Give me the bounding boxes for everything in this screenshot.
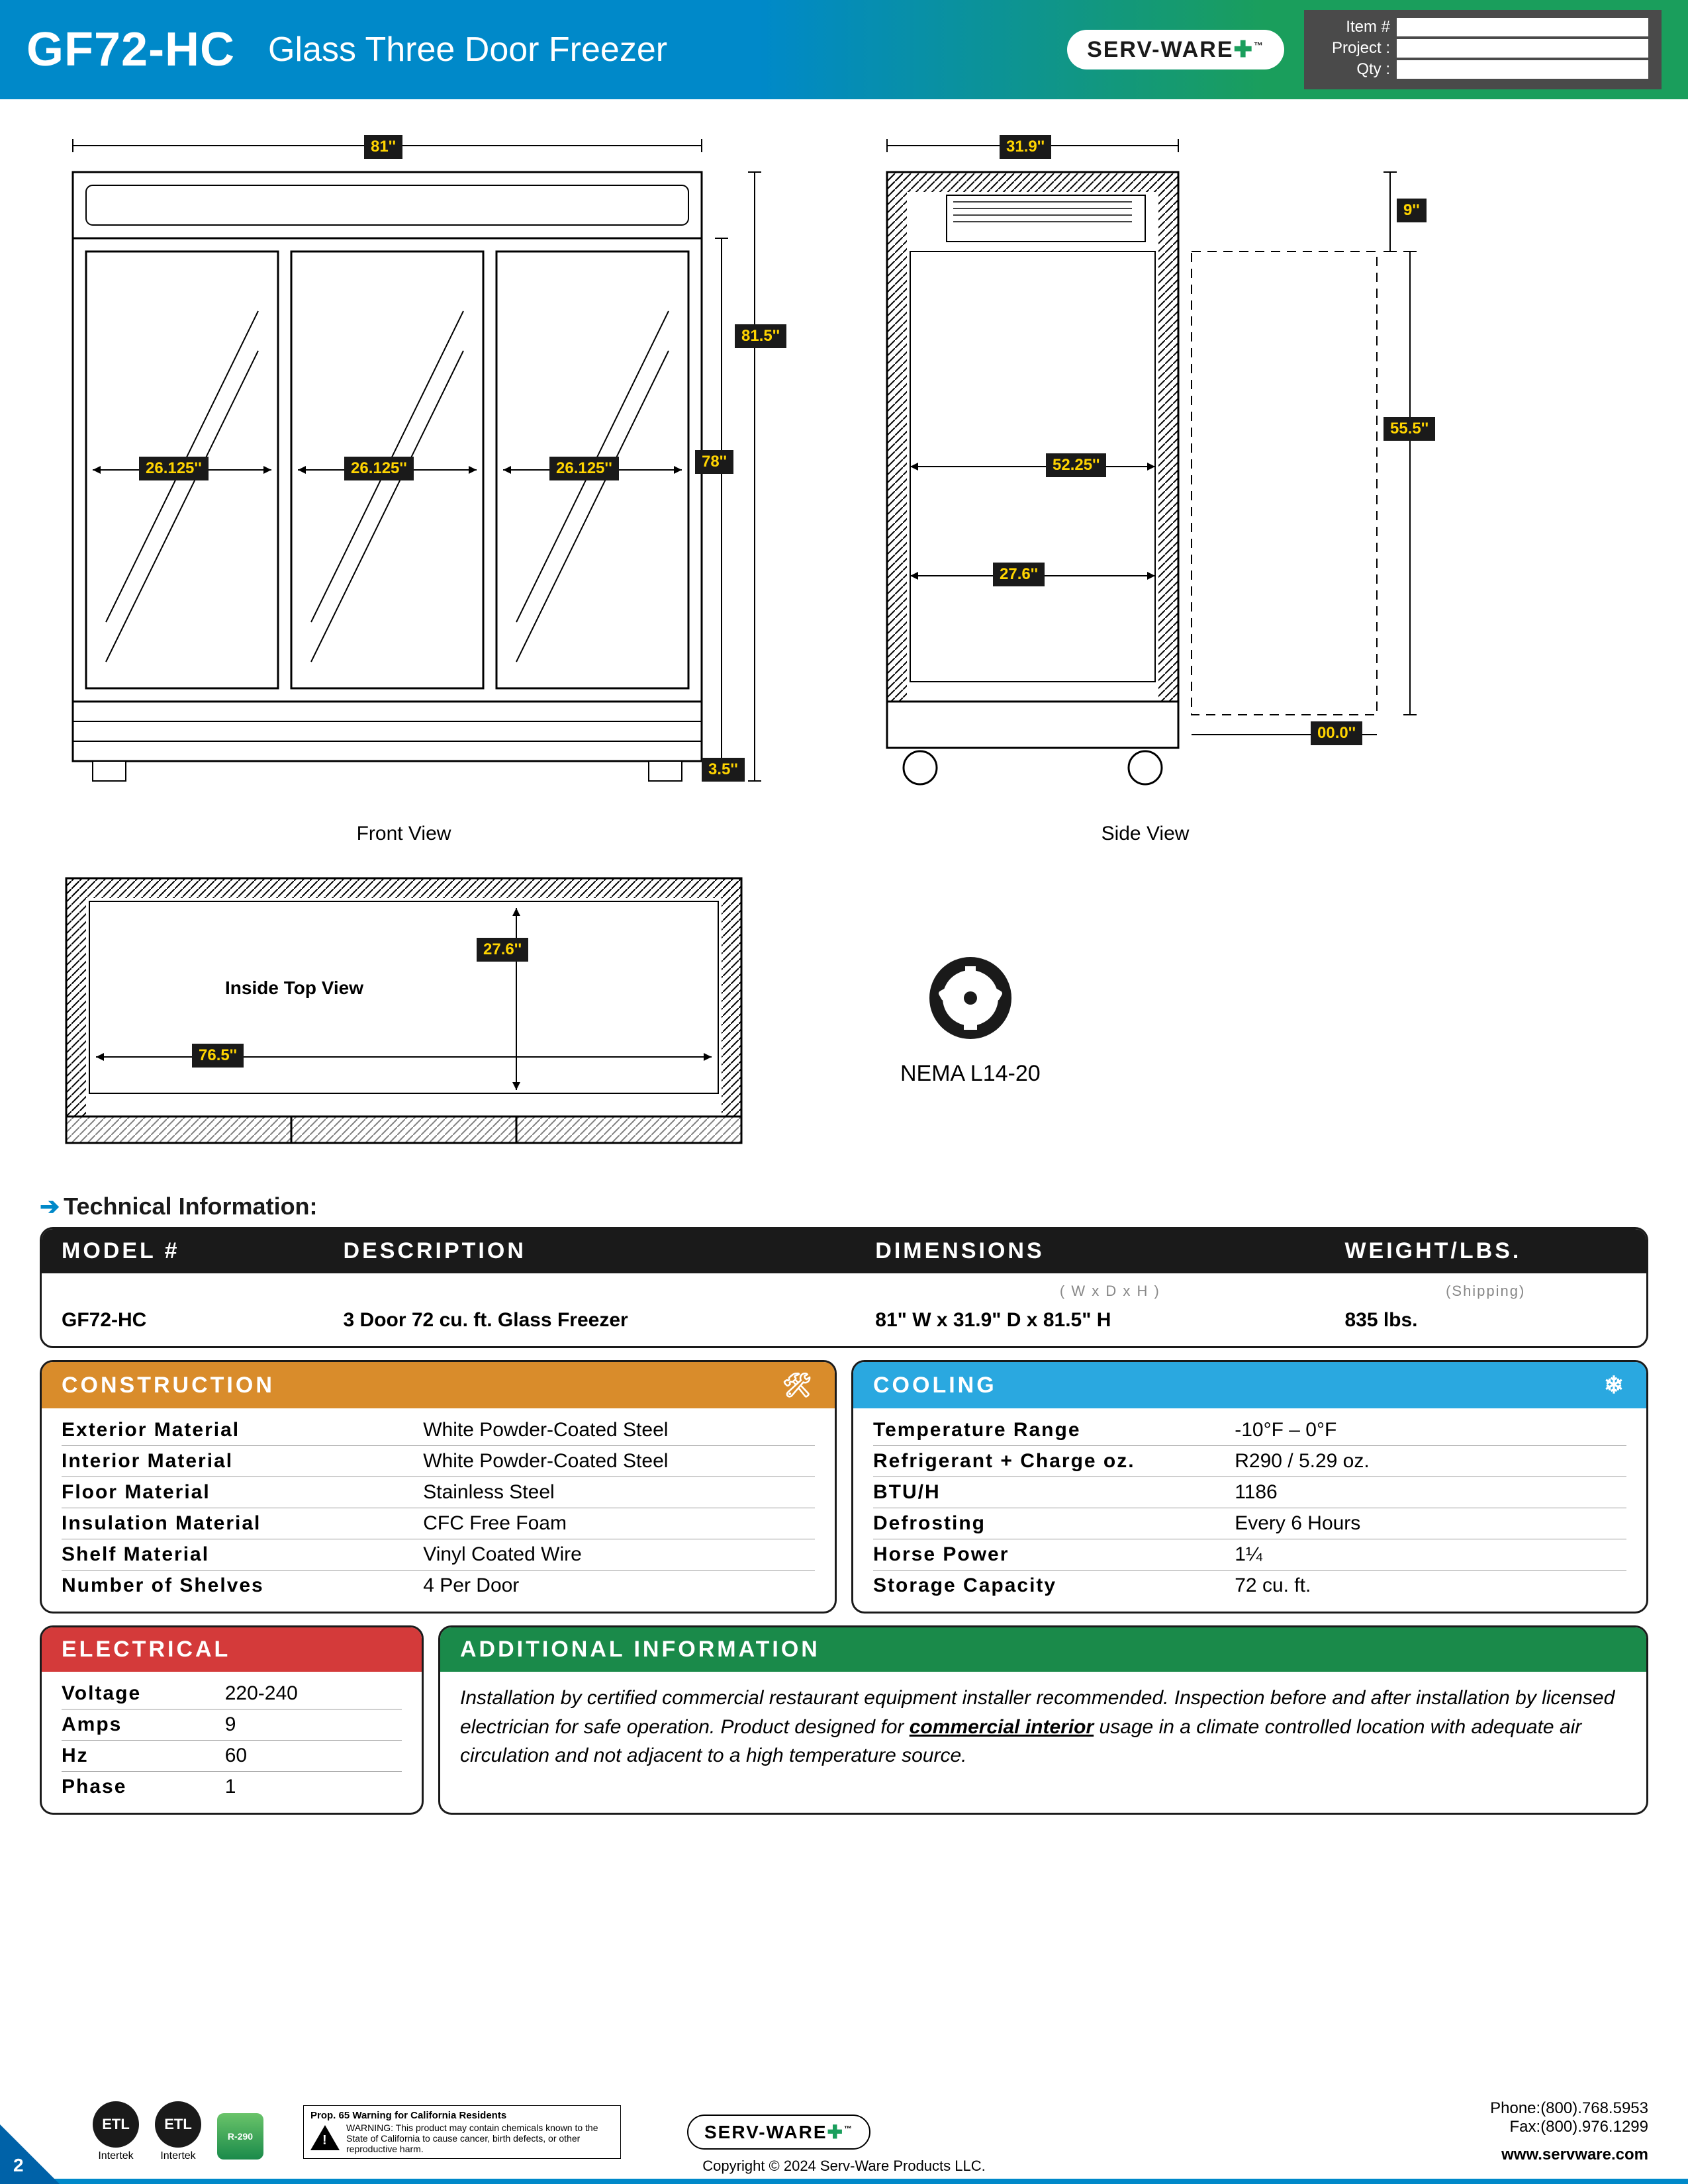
snowflake-icon: ❄ [1604,1371,1626,1399]
dim-front-width: 81'' [364,135,402,159]
dim-top-width: 76.5'' [192,1044,244,1068]
dim-side-topgap: 9'' [1397,199,1427,222]
cooling-body: Temperature Range-10°F – 0°FRefrigerant … [853,1408,1646,1612]
dim-side-innerd: 27.6'' [993,563,1045,586]
cert-etl-1: ETLIntertek [93,2101,139,2162]
header-bar: GF72-HC Glass Three Door Freezer SERV-WA… [0,0,1688,99]
dim-front-height-outer: 81.5'' [735,324,786,348]
dim-side-innerh: 52.25'' [1046,453,1106,477]
model-row: GF72-HC 3 Door 72 cu. ft. Glass Freezer … [62,1305,1626,1336]
model-subheader: ( W x D x H ) (Shipping) [62,1280,1626,1305]
footer-contact: Phone:(800).768.5953 Fax:(800).976.1299 … [1490,2099,1648,2164]
item-number-field[interactable] [1397,18,1648,36]
brand-text: SERV-WARE [1087,37,1233,62]
project-label: Project : [1317,39,1390,58]
electrical-header: ELECTRICAL [42,1627,422,1672]
project-field[interactable] [1397,39,1648,58]
electrical-panel: ELECTRICAL Voltage220-240Amps9Hz60Phase1 [40,1625,424,1815]
spec-row: Refrigerant + Charge oz.R290 / 5.29 oz. [873,1446,1626,1477]
dim-side-depth: 31.9'' [1000,135,1051,159]
drill-icon: 🛠 [782,1371,815,1399]
warning-icon [310,2125,340,2150]
col-weight: WEIGHT/LBS. [1344,1238,1626,1264]
dim-front-foot: 3.5'' [702,758,745,782]
spec-row: Shelf MaterialVinyl Coated Wire [62,1539,815,1570]
tech-section: ➔Technical Information: MODEL # DESCRIPT… [0,1193,1688,1827]
spec-row: Floor MaterialStainless Steel [62,1477,815,1508]
website-link[interactable]: www.servware.com [1490,2146,1648,2164]
dim-top-depth: 27.6'' [477,938,528,962]
project-info-box: Item # Project : Qty : [1304,10,1662,89]
construction-panel: CONSTRUCTION 🛠 Exterior MaterialWhite Po… [40,1360,837,1614]
construction-header: CONSTRUCTION 🛠 [42,1362,835,1408]
cooling-panel: COOLING ❄ Temperature Range-10°F – 0°FRe… [851,1360,1648,1614]
spec-row: Exterior MaterialWhite Powder-Coated Ste… [62,1415,815,1446]
page-number: 2 [13,2155,24,2176]
col-desc: DESCRIPTION [344,1238,876,1264]
model-table-panel: MODEL # DESCRIPTION DIMENSIONS WEIGHT/LB… [40,1227,1648,1348]
col-model: MODEL # [62,1238,344,1264]
spec-row: Amps9 [62,1709,402,1741]
electrical-body: Voltage220-240Amps9Hz60Phase1 [42,1672,422,1813]
model-title: Glass Three Door Freezer [268,30,667,69]
arrow-icon: ➔ [40,1193,60,1220]
spec-row: DefrostingEvery 6 Hours [873,1508,1626,1539]
side-view-diagram: 31.9'' 9'' 55.5'' 52.25'' 27.6'' 00.0'' … [847,126,1443,845]
spec-row: Number of Shelves4 Per Door [62,1570,815,1601]
qty-field[interactable] [1397,60,1648,79]
spec-row: Insulation MaterialCFC Free Foam [62,1508,815,1539]
front-view-label: Front View [40,823,768,845]
dim-front-height-inner: 78'' [695,450,733,474]
dim-side-clearh: 55.5'' [1383,417,1435,441]
construction-body: Exterior MaterialWhite Powder-Coated Ste… [42,1408,835,1612]
top-view-title: Inside Top View [225,978,363,999]
cert-badges: ETLIntertek ETLIntertek R-290 [93,2101,263,2162]
model-code: GF72-HC [26,23,235,77]
spec-row: Phase1 [62,1772,402,1802]
footer-brand-logo: SERV-WARE✚™ [687,2115,870,2150]
col-dim: DIMENSIONS [875,1238,1344,1264]
spec-row: Temperature Range-10°F – 0°F [873,1415,1626,1446]
spec-row: Storage Capacity72 cu. ft. [873,1570,1626,1601]
cert-r290: R-290 [217,2113,263,2162]
tech-title: ➔Technical Information: [40,1193,1648,1220]
item-number-label: Item # [1317,18,1390,36]
nema-label: NEMA L14-20 [900,1061,1041,1087]
prop65-warning: Prop. 65 Warning for California Resident… [303,2105,621,2159]
nema-plug-block: NEMA L14-20 [900,952,1041,1087]
cert-etl-2: ETLIntertek [155,2101,201,2162]
dim-door2: 26.125'' [344,457,414,480]
qty-label: Qty : [1317,60,1390,79]
footer-bar [0,2179,1688,2184]
spec-row: Horse Power1¼ [873,1539,1626,1570]
top-view-diagram: Inside Top View 76.5'' 27.6'' [40,865,768,1173]
nema-plug-icon [924,952,1017,1044]
cooling-header: COOLING ❄ [853,1362,1646,1408]
brand-plus-icon: ✚ [1234,37,1254,62]
spec-row: Hz60 [62,1741,402,1772]
spec-row: Interior MaterialWhite Powder-Coated Ste… [62,1446,815,1477]
page-corner [0,2124,60,2184]
front-view-diagram: 81'' 78'' 81.5'' 3.5'' 26.125'' 26.125''… [40,126,768,845]
additional-body: Installation by certified commercial res… [440,1672,1646,1782]
diagram-row-1: 81'' 78'' 81.5'' 3.5'' 26.125'' 26.125''… [0,99,1688,858]
brand-logo: SERV-WARE✚™ [1067,30,1284,69]
copyright: Copyright © 2024 Serv-Ware Products LLC. [702,2158,985,2175]
dim-door1: 26.125'' [139,457,209,480]
side-view-label: Side View [847,823,1443,845]
additional-panel: ADDITIONAL INFORMATION Installation by c… [438,1625,1648,1815]
model-table-header: MODEL # DESCRIPTION DIMENSIONS WEIGHT/LB… [42,1229,1646,1273]
dim-door3: 26.125'' [549,457,619,480]
dim-side-bottom: 00.0'' [1311,721,1362,745]
diagram-row-2: Inside Top View 76.5'' 27.6'' NEMA L14-2… [0,858,1688,1193]
additional-header: ADDITIONAL INFORMATION [440,1627,1646,1672]
spec-row: BTU/H1186 [873,1477,1626,1508]
spec-row: Voltage220-240 [62,1678,402,1709]
